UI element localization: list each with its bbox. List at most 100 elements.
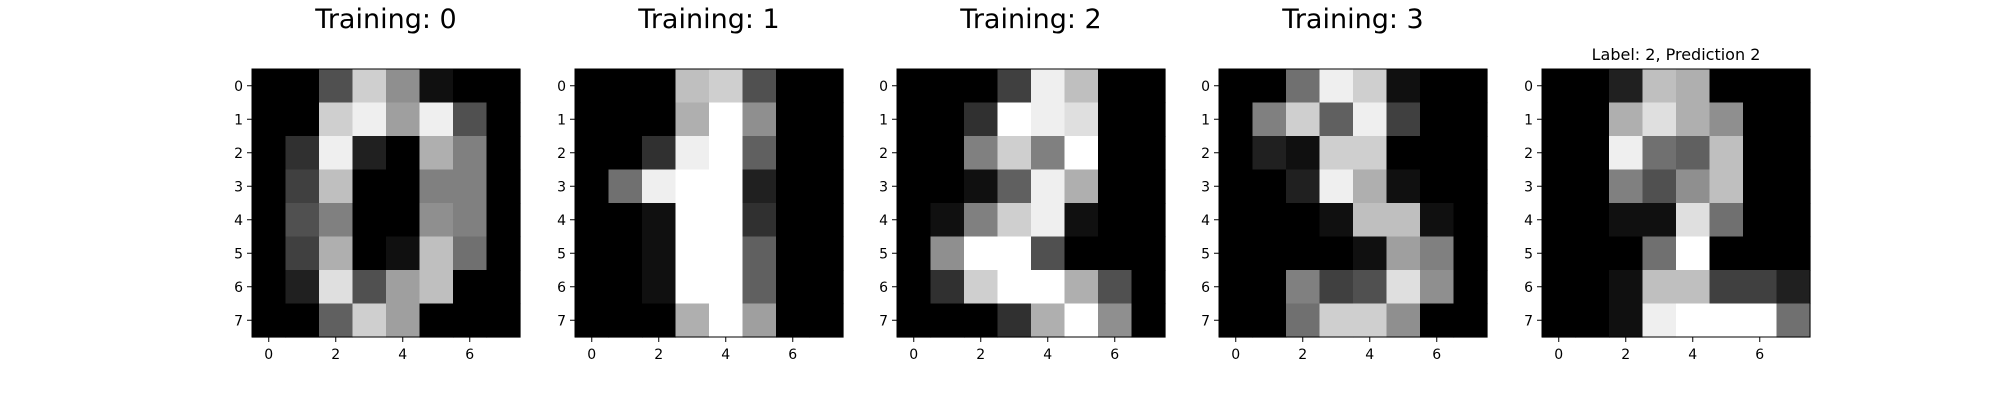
y-tick-label: 3: [879, 179, 888, 195]
pixel-cell: [1776, 236, 1811, 271]
pixel-cell: [1709, 69, 1744, 104]
x-tick-label: 0: [909, 347, 918, 363]
pixel-cell: [1776, 69, 1811, 104]
pixel-cell: [1353, 303, 1388, 338]
pixel-cell: [1453, 303, 1488, 338]
pixel-cell: [453, 236, 488, 271]
pixel-cell: [453, 303, 488, 338]
pixel-cell: [930, 203, 965, 238]
pixel-cell: [285, 236, 320, 271]
pixel-cell: [575, 203, 610, 238]
pixel-cell: [1319, 303, 1354, 338]
pixel-cell: [897, 136, 932, 171]
y-tick-label: 0: [557, 79, 566, 95]
pixel-cell: [997, 136, 1032, 171]
pixel-cell: [964, 203, 999, 238]
y-tick-label: 5: [1201, 246, 1210, 262]
pixel-cell: [1252, 136, 1287, 171]
pixel-cell: [319, 136, 354, 171]
pixel-cell: [809, 236, 844, 271]
pixel-cell: [608, 169, 643, 204]
pixel-cell: [1286, 236, 1321, 271]
pixel-cell: [1542, 69, 1577, 104]
pixel-cell: [930, 69, 965, 104]
pixel-cell: [809, 136, 844, 171]
pixel-cell: [1031, 69, 1066, 104]
y-tick-label: 7: [1524, 313, 1533, 329]
pixel-cell: [1709, 270, 1744, 305]
pixel-cell: [742, 270, 777, 305]
pixel-cell: [930, 270, 965, 305]
pixel-cell: [319, 303, 354, 338]
y-tick-label: 4: [879, 213, 888, 229]
pixel-cell: [1743, 69, 1778, 104]
pixel-cell: [319, 169, 354, 204]
pixel-cell: [709, 102, 744, 137]
pixel-cell: [285, 169, 320, 204]
pixel-cell: [1776, 303, 1811, 338]
pixel-cell: [1776, 136, 1811, 171]
pixel-cell: [776, 270, 811, 305]
x-tick-label: 0: [264, 347, 273, 363]
pixel-cell: [453, 102, 488, 137]
pixel-cell: [1609, 236, 1644, 271]
pixel-cell: [319, 69, 354, 104]
pixel-cell: [1131, 203, 1166, 238]
pixel-cell: [252, 169, 287, 204]
x-tick-label: 6: [465, 347, 474, 363]
pixel-cell: [1386, 203, 1421, 238]
pixel-cell: [1131, 102, 1166, 137]
pixel-cell: [352, 236, 387, 271]
pixel-cell: [675, 102, 710, 137]
x-tick-label: 4: [398, 347, 407, 363]
pixel-cell: [1420, 270, 1455, 305]
pixel-cell: [1353, 203, 1388, 238]
y-tick-label: 0: [1201, 79, 1210, 95]
pixel-cell: [1609, 270, 1644, 305]
pixel-cell: [1252, 69, 1287, 104]
pixel-cell: [1453, 270, 1488, 305]
subplot-3: Training: 3 0 1 2 3 4 5 6 7 0 2 4 6: [1201, 4, 1488, 363]
pixel-cell: [1453, 169, 1488, 204]
pixel-cell: [1031, 136, 1066, 171]
y-tick-label: 1: [234, 112, 243, 128]
y-tick-label: 2: [557, 146, 566, 162]
pixel-cell: [776, 169, 811, 204]
pixel-cell: [930, 136, 965, 171]
pixel-cell: [709, 303, 744, 338]
pixel-cell: [897, 236, 932, 271]
pixel-cell: [1252, 236, 1287, 271]
pixel-cell: [1098, 69, 1133, 104]
pixel-cell: [419, 303, 454, 338]
pixel-cell: [1420, 69, 1455, 104]
pixel-cell: [742, 236, 777, 271]
pixel-cell: [809, 203, 844, 238]
pixel-cell: [1219, 303, 1254, 338]
pixel-cell: [709, 69, 744, 104]
pixel-cell: [486, 136, 521, 171]
y-tick-label: 1: [879, 112, 888, 128]
pixel-cell: [1219, 236, 1254, 271]
pixel-cell: [742, 136, 777, 171]
pixel-cell: [1286, 270, 1321, 305]
pixel-cell: [1453, 102, 1488, 137]
pixel-cell: [1064, 270, 1099, 305]
pixel-cell: [1319, 270, 1354, 305]
pixel-cell: [1386, 303, 1421, 338]
pixel-cell: [675, 69, 710, 104]
pixel-cell: [608, 136, 643, 171]
pixel-cell: [1319, 169, 1354, 204]
pixel-cell: [1676, 303, 1711, 338]
pixel-cell: [352, 270, 387, 305]
pixel-cell: [386, 270, 421, 305]
axes-frame: [896, 68, 1166, 338]
pixel-cell: [453, 203, 488, 238]
pixel-cell: [608, 236, 643, 271]
pixel-cell: [419, 236, 454, 271]
pixel-cell: [1575, 102, 1610, 137]
pixel-cell: [1353, 69, 1388, 104]
pixel-cell: [1676, 236, 1711, 271]
x-tick-label: 0: [1554, 347, 1563, 363]
pixel-cell: [1420, 169, 1455, 204]
pixel-cell: [1420, 203, 1455, 238]
